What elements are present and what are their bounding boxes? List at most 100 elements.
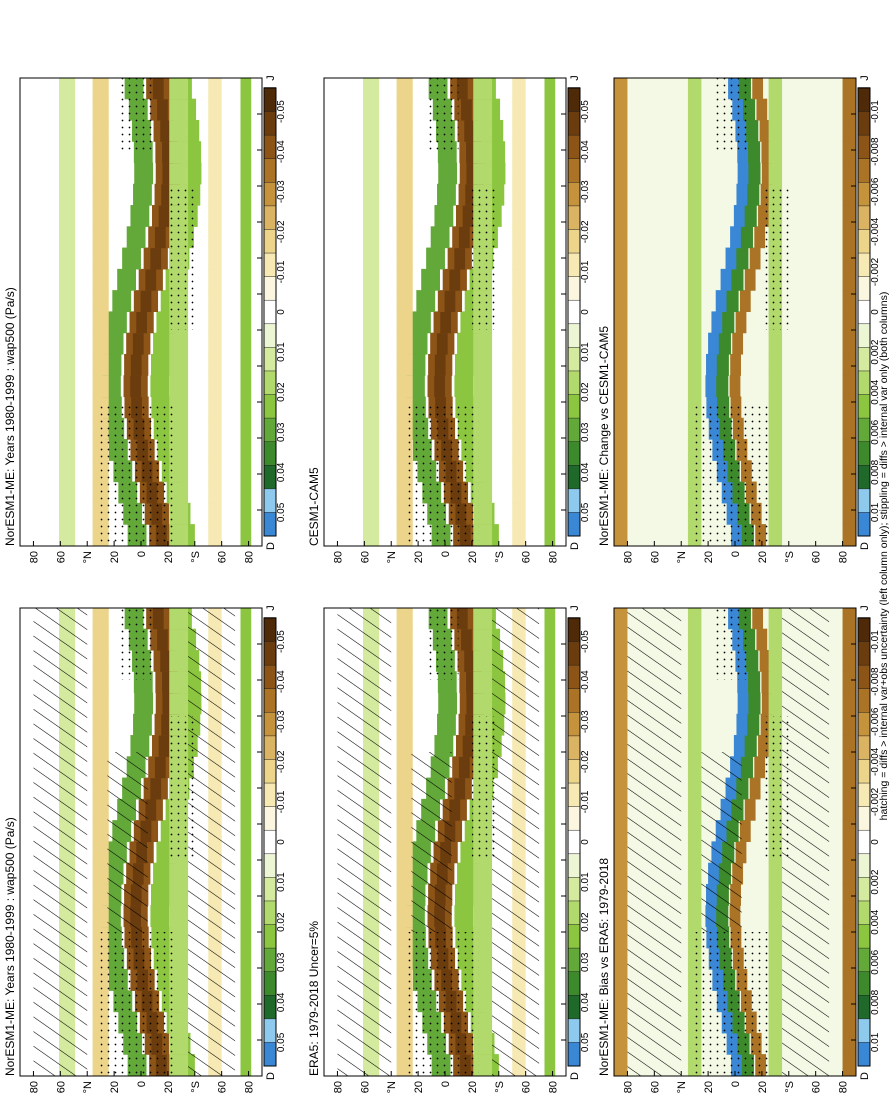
- lat-tick-label: 80: [332, 551, 344, 563]
- field-cell: [729, 375, 741, 398]
- colorbar-label: -0.004: [870, 217, 881, 246]
- field-cell: [720, 311, 735, 334]
- field-cell: [614, 947, 628, 970]
- field-cell: [240, 947, 252, 970]
- stipple-region: [714, 608, 749, 680]
- field-cell: [396, 183, 413, 206]
- field-cell: [744, 268, 756, 291]
- field-cell: [122, 247, 141, 270]
- colorbar-swatch: [567, 640, 581, 666]
- colorbar-label: 0.01: [870, 502, 881, 522]
- field-cell: [454, 905, 474, 928]
- field-cell: [544, 78, 556, 100]
- colorbar-swatch: [263, 464, 277, 490]
- field-cell: [473, 905, 493, 928]
- colorbar-swatch: [263, 758, 277, 784]
- colorbar-label: -0.01: [870, 100, 881, 123]
- colorbar-swatch: [857, 181, 871, 207]
- field-cell: [687, 713, 702, 736]
- field-cell: [126, 226, 146, 249]
- colorbar-label: -0.02: [580, 750, 591, 773]
- field-cell: [768, 332, 783, 355]
- field-cell: [512, 439, 526, 461]
- colorbar-label: -0.03: [580, 180, 591, 203]
- field-cell: [454, 777, 466, 800]
- field-cell: [169, 353, 189, 376]
- colorbar-swatch: [857, 157, 871, 183]
- field-cell: [614, 756, 628, 779]
- field-cell: [240, 460, 252, 483]
- field-cell: [240, 119, 252, 142]
- field-cell: [58, 417, 76, 440]
- field-cell: [512, 78, 526, 100]
- field-cell: [614, 1054, 628, 1076]
- panel-title: ERA5: 1979-2018 Uncer=5%: [307, 921, 321, 1076]
- colorbar-label: 0.05: [276, 502, 287, 522]
- field-cell: [544, 608, 556, 630]
- field-cell: [544, 290, 556, 312]
- field-cell: [614, 777, 628, 800]
- colorbar-swatch: [857, 417, 871, 442]
- hatch-south: [782, 608, 830, 1076]
- field-cell: [396, 735, 413, 757]
- field-cell: [154, 226, 166, 249]
- colorbar-label: 0.03: [276, 952, 287, 972]
- field-cell: [756, 628, 768, 651]
- month-tick-label: D: [859, 542, 871, 550]
- colorbar-swatch: [567, 805, 581, 831]
- field-cell: [208, 205, 222, 227]
- field-cell: [544, 119, 556, 142]
- field-cell: [440, 311, 452, 334]
- field-cell: [842, 78, 856, 100]
- field-cell: [92, 183, 109, 206]
- stipple-region: [424, 78, 459, 150]
- colorbar-swatch: [567, 346, 581, 372]
- field-cell: [208, 524, 222, 546]
- field-cell: [169, 692, 189, 715]
- month-tick-label: J: [569, 605, 581, 611]
- hatch-south: [492, 608, 540, 1076]
- field-cell: [473, 353, 493, 376]
- month-tick-label: D: [265, 542, 277, 550]
- field-cell: [842, 162, 856, 185]
- field-cell: [614, 78, 628, 100]
- field-cell: [842, 798, 856, 821]
- field-cell: [512, 524, 526, 546]
- field-cell: [614, 841, 628, 864]
- field-cell: [430, 226, 450, 249]
- stipple-region: [167, 716, 195, 860]
- colorbar-swatch: [263, 829, 277, 855]
- lat-tick-label: 20: [109, 1081, 121, 1093]
- lat-tick-label: 60: [649, 1081, 661, 1093]
- colorbar-label: -0.03: [580, 710, 591, 733]
- field-cell: [240, 649, 252, 672]
- field-cell: [133, 183, 152, 206]
- field-cell: [396, 883, 413, 906]
- field-cell: [614, 226, 628, 249]
- lat-tick-label: 20: [163, 551, 175, 563]
- field-cell: [687, 332, 702, 355]
- field-cell: [421, 268, 441, 291]
- field-cell: [544, 905, 556, 928]
- field-cell: [458, 756, 470, 779]
- field-cell: [92, 692, 109, 715]
- lat-tick-label: 60: [521, 1081, 533, 1093]
- field-cell: [544, 883, 556, 906]
- field-cell: [150, 375, 170, 398]
- colorbar-swatch: [567, 711, 581, 737]
- field-cell: [92, 332, 109, 355]
- field-cell: [434, 375, 446, 398]
- colorbar-label: -0.02: [276, 220, 287, 243]
- field-cell: [160, 119, 172, 142]
- field-cell: [208, 98, 222, 121]
- field-cell: [687, 671, 702, 694]
- field-cell: [512, 183, 526, 206]
- field-cell: [842, 926, 856, 949]
- field-cell: [92, 608, 109, 630]
- field-cell: [157, 628, 168, 651]
- field-cell: [58, 481, 76, 504]
- colorbar-swatch: [263, 711, 277, 737]
- field-cell: [512, 481, 526, 504]
- colorbar-swatch: [857, 947, 871, 972]
- field-cell: [133, 713, 152, 736]
